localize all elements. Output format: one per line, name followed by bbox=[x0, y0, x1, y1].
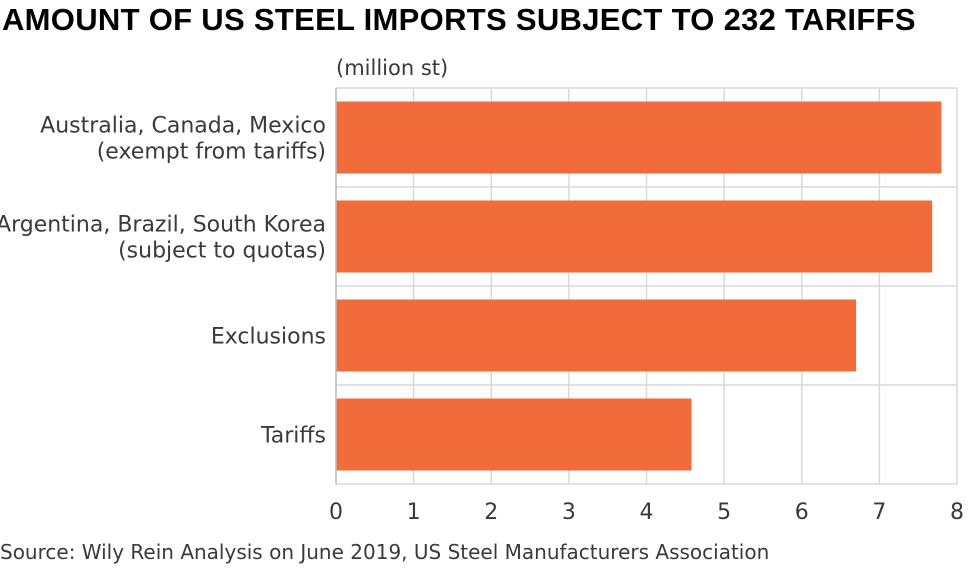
x-tick-label: 5 bbox=[717, 500, 731, 525]
x-tick-label: 0 bbox=[329, 500, 343, 525]
x-tick-label: 7 bbox=[872, 500, 886, 525]
x-tick-label: 2 bbox=[484, 500, 498, 525]
category-label: Australia, Canada, Mexico bbox=[40, 114, 326, 139]
category-label: Argentina, Brazil, South Korea bbox=[0, 213, 326, 238]
x-tick-label: 3 bbox=[562, 500, 576, 525]
x-tick-label: 8 bbox=[950, 500, 964, 525]
bar-1 bbox=[336, 200, 933, 273]
category-label: (subject to quotas) bbox=[118, 239, 326, 264]
bars bbox=[336, 101, 942, 471]
x-tick-label: 1 bbox=[407, 500, 421, 525]
x-tick-label: 4 bbox=[640, 500, 654, 525]
bar-0 bbox=[336, 101, 942, 174]
category-label: Tariffs bbox=[260, 424, 326, 449]
chart-title: AMOUNT OF US STEEL IMPORTS SUBJECT TO 23… bbox=[2, 2, 916, 37]
category-label: (exempt from tariffs) bbox=[97, 140, 326, 165]
category-label: Exclusions bbox=[211, 325, 326, 350]
bar-2 bbox=[336, 299, 857, 372]
bar-3 bbox=[336, 398, 692, 471]
source-note: Source: Wily Rein Analysis on June 2019,… bbox=[0, 540, 770, 564]
unit-label: (million st) bbox=[336, 56, 449, 80]
category-labels: Australia, Canada, Mexico(exempt from ta… bbox=[0, 114, 326, 449]
x-axis: 0 1 2 3 4 5 6 7 8 bbox=[329, 88, 964, 525]
x-tick-label: 6 bbox=[795, 500, 809, 525]
